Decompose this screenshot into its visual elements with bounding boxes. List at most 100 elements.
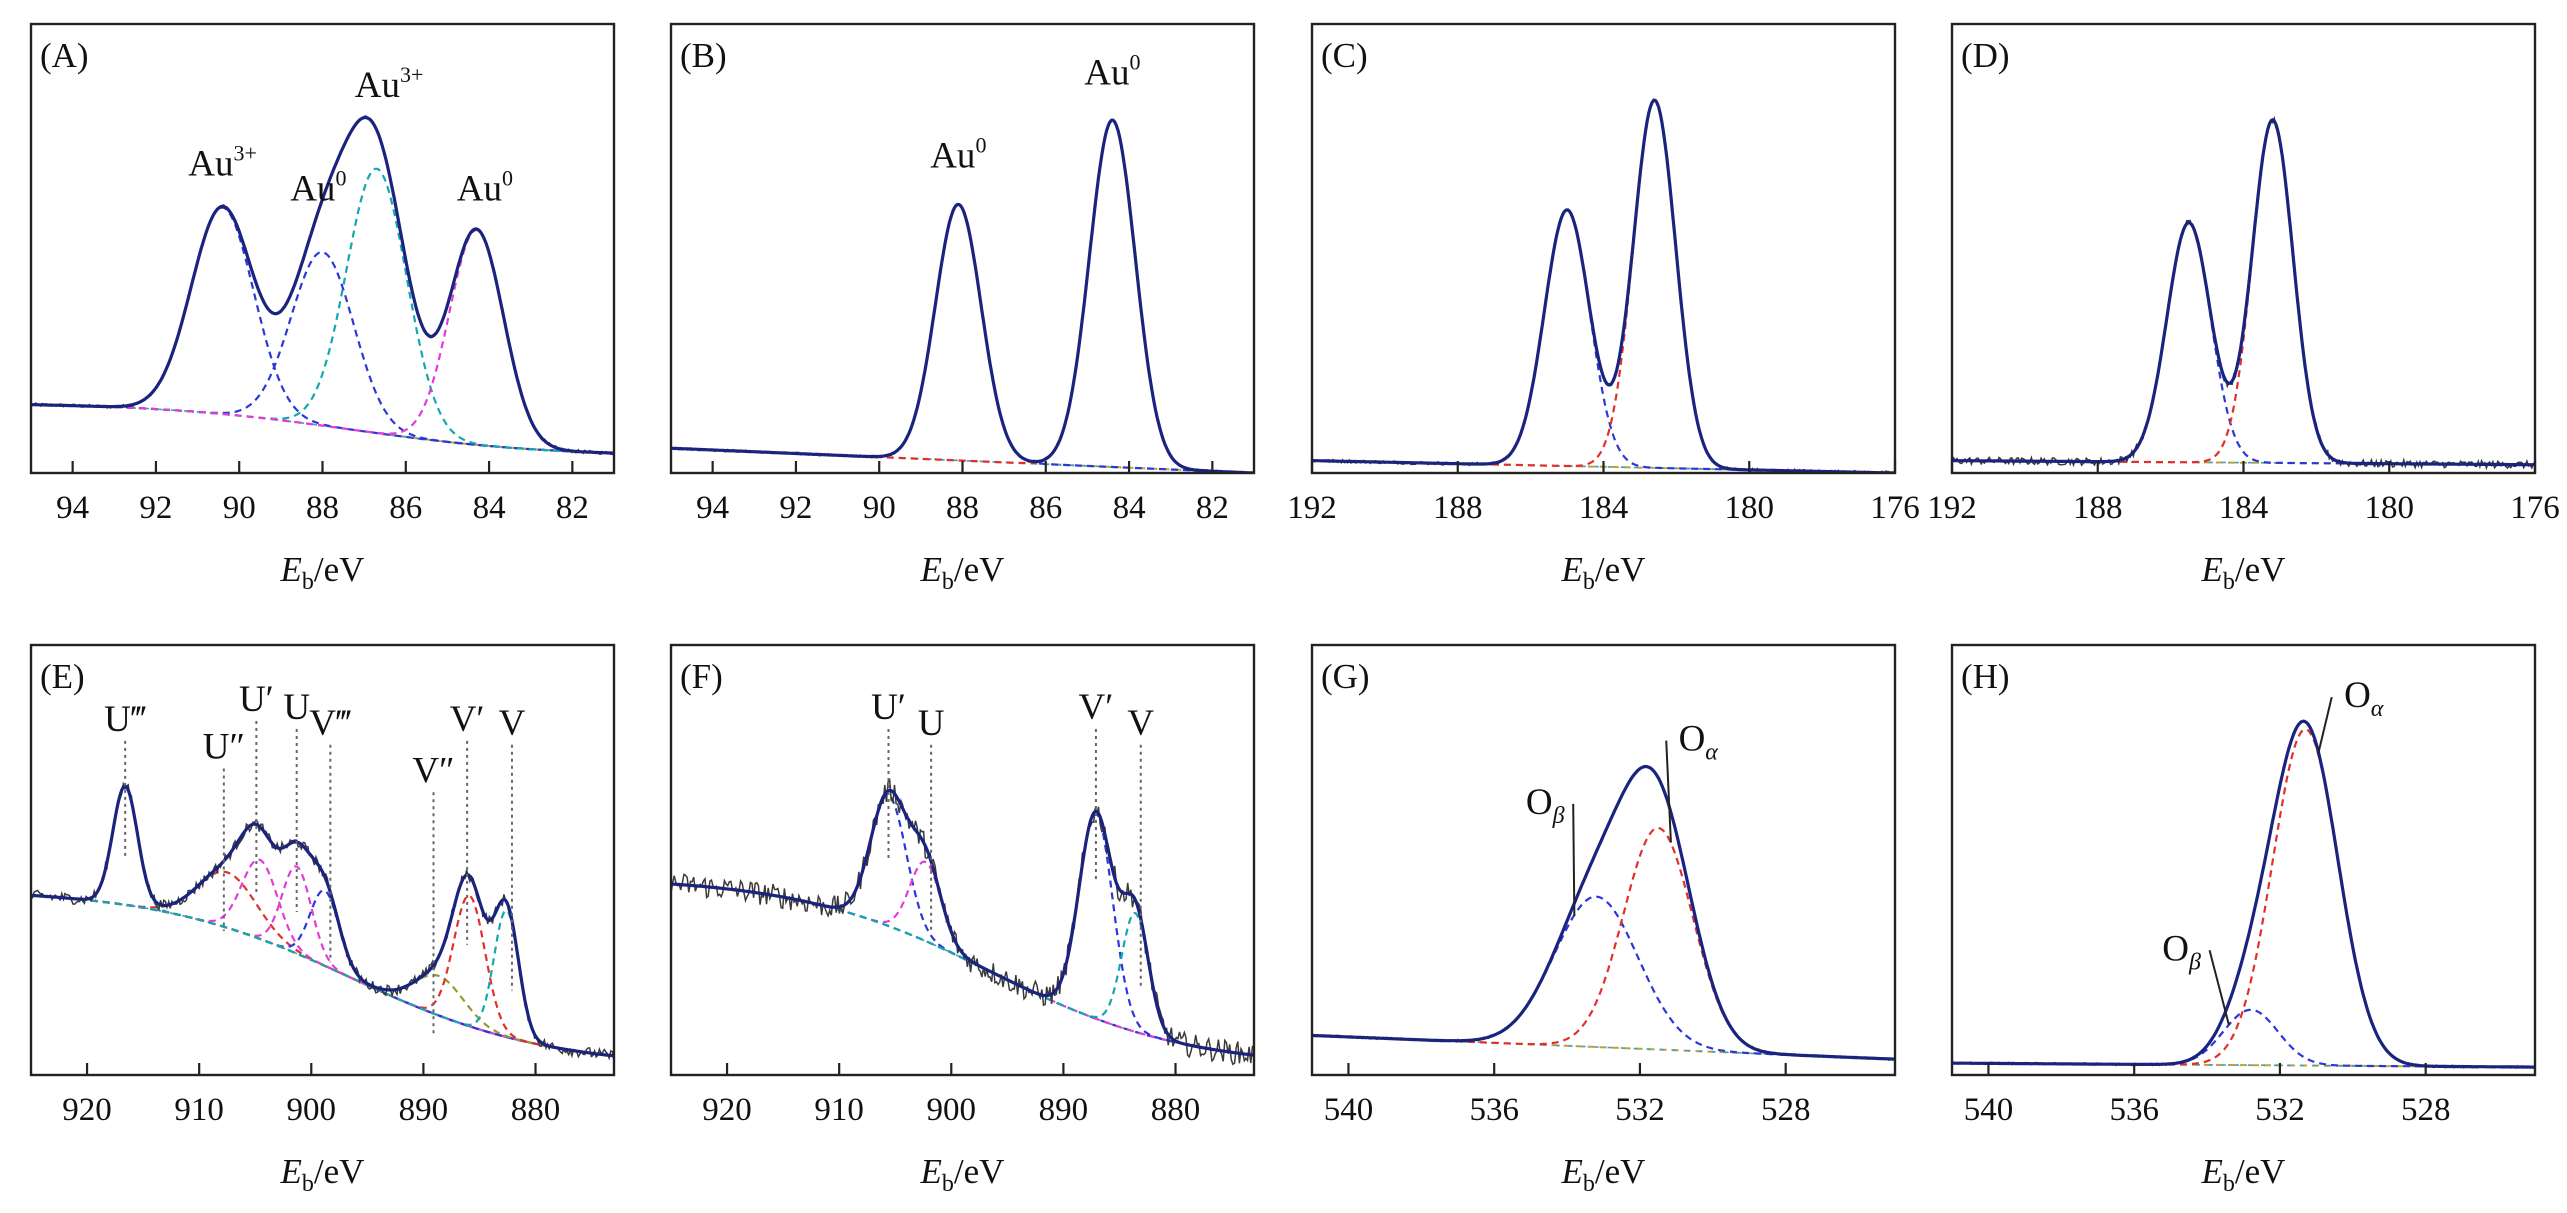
x-tick-label: 528: [2401, 1092, 2451, 1128]
peak-label: U″: [203, 727, 245, 768]
x-tick-label: 540: [1964, 1092, 2014, 1128]
plot-area: [671, 118, 1254, 473]
fit-envelope: [1312, 764, 1895, 1061]
plot-frame: [1950, 643, 2537, 1077]
x-tick-label: 184: [2219, 490, 2269, 526]
component-3: [31, 865, 614, 1057]
annotation-leader: [2317, 696, 2333, 754]
plot-area: [31, 781, 614, 1062]
annotation-leader: [1665, 740, 1672, 843]
x-axis-label: Eb/eV: [1561, 1152, 1646, 1197]
panel-label: (B): [680, 36, 727, 75]
x-tick-label: 92: [779, 490, 812, 526]
plot-frame: [1310, 22, 1897, 475]
x-tick-label: 94: [56, 490, 89, 526]
x-tick-label: 84: [1113, 490, 1146, 526]
component-6: [31, 894, 614, 1057]
panel-H: 540 536 532 528 Eb/eV (H) Oβ Oα: [1950, 643, 2537, 1197]
panel-label: (H): [1961, 657, 2010, 696]
panel-label: (A): [40, 36, 89, 75]
component-0: [31, 206, 614, 455]
component-2: [671, 811, 1254, 1057]
component-1: [1952, 728, 2535, 1069]
fit-envelope: [31, 784, 614, 1058]
x-tick-label: 90: [863, 490, 896, 526]
x-tick-label: 192: [1287, 490, 1337, 526]
x-tick-label: 88: [946, 490, 979, 526]
plot-area: [1312, 764, 1895, 1062]
fit-envelope: [31, 115, 614, 455]
annotation-leader: [1572, 803, 1576, 916]
x-tick-label: 188: [2073, 490, 2123, 526]
component-0: [1312, 895, 1895, 1061]
plot-area: [31, 115, 614, 456]
component-3: [31, 228, 614, 455]
raw-spectrum: [31, 781, 614, 1062]
component-1: [1312, 826, 1895, 1061]
plot-area: [1952, 719, 2535, 1070]
panel-A: 94 92 90 88 86 84 82 Eb/eV (A) Au3+ Au0 Au3+ Au0: [29, 22, 616, 595]
panel-E: 920 910 900 890 880 Eb/eV (E) U‴ U″ U′ U V‴ V″ V′ V: [29, 643, 616, 1197]
plot-frame: [29, 643, 616, 1077]
x-tick-label: 84: [473, 490, 506, 526]
component-0: [671, 794, 1254, 1057]
component-5: [31, 894, 614, 1057]
x-tick-label: 536: [1469, 1092, 1519, 1128]
plot-frame: [669, 643, 1256, 1077]
x-tick-label: 900: [927, 1092, 977, 1128]
x-tick-label: 86: [1029, 490, 1062, 526]
x-tick-label: 90: [223, 490, 256, 526]
peak-label: Oβ: [1526, 782, 1565, 829]
x-tick-label: 184: [1579, 490, 1629, 526]
x-tick-label: 920: [702, 1092, 752, 1128]
component-0: [671, 203, 1254, 473]
x-tick-label: 532: [2255, 1092, 2305, 1128]
raw-spectrum: [671, 778, 1254, 1066]
peak-label: Au0: [930, 132, 986, 176]
peak-label: V: [499, 703, 526, 744]
component-1: [31, 251, 614, 455]
background-line-alt: [31, 894, 614, 1057]
peak-label: Oα: [2344, 675, 2384, 722]
panel-label: (F): [680, 657, 723, 696]
fit-envelope: [1952, 719, 2535, 1069]
peak-label: U: [283, 687, 310, 728]
x-tick-label: 176: [1870, 490, 1920, 526]
component-0: [1312, 209, 1895, 473]
peak-label: V: [1127, 703, 1154, 744]
x-tick-label: 92: [139, 490, 172, 526]
peak-label: Au3+: [188, 141, 257, 185]
peak-label: U′: [871, 687, 906, 728]
panel-label: (C): [1321, 36, 1368, 75]
x-tick-label: 88: [306, 490, 339, 526]
plot-area: [671, 778, 1254, 1066]
x-tick-label: 192: [1927, 490, 1977, 526]
x-tick-label: 910: [174, 1092, 224, 1128]
x-tick-label: 880: [511, 1092, 561, 1128]
x-tick-label: 910: [814, 1092, 864, 1128]
panel-F: 920 910 900 890 880 Eb/eV (F) U′ U V′ V: [669, 643, 1256, 1197]
panel-label: (D): [1961, 36, 2010, 75]
plot-area: [1312, 98, 1895, 473]
x-tick-label: 890: [399, 1092, 449, 1128]
x-axis-label: Eb/eV: [2201, 550, 2286, 595]
x-tick-label: 900: [287, 1092, 337, 1128]
peak-label: Au0: [290, 165, 346, 209]
raw-spectrum: [31, 115, 614, 456]
x-tick-label: 180: [1725, 490, 1775, 526]
peak-label: Au0: [1084, 50, 1140, 94]
panel-B: 94 92 90 88 86 84 82 Eb/eV (B) Au0 Au0: [669, 22, 1256, 595]
component-4: [31, 889, 614, 1057]
component-1: [1312, 99, 1895, 473]
x-axis-label: Eb/eV: [280, 550, 365, 595]
component-1: [1952, 118, 2535, 466]
fit-envelope: [671, 118, 1254, 473]
peak-label: V′: [450, 699, 485, 740]
panel-G: 540 536 532 528 Eb/eV (G) Oβ Oα: [1310, 643, 1897, 1197]
x-tick-label: 920: [62, 1092, 112, 1128]
plot-area: [1952, 115, 2535, 471]
component-0: [1952, 1008, 2535, 1069]
x-tick-label: 86: [389, 490, 422, 526]
component-0: [1952, 221, 2535, 466]
peak-label: V‴: [309, 703, 351, 744]
